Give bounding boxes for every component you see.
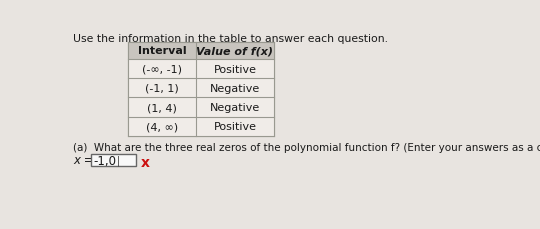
Text: Negative: Negative bbox=[210, 83, 260, 93]
Text: Positive: Positive bbox=[213, 64, 256, 74]
Text: Value of f(x): Value of f(x) bbox=[197, 46, 273, 56]
Bar bbox=[128, 43, 274, 60]
Bar bbox=[128, 60, 274, 79]
Text: Negative: Negative bbox=[210, 103, 260, 113]
Text: Positive: Positive bbox=[213, 122, 256, 132]
Text: x: x bbox=[140, 155, 150, 169]
Text: Use the information in the table to answer each question.: Use the information in the table to answ… bbox=[73, 34, 388, 44]
Bar bbox=[128, 98, 274, 117]
Text: Interval: Interval bbox=[138, 46, 186, 56]
Text: (-∞, -1): (-∞, -1) bbox=[142, 64, 182, 74]
Text: (a)  What are the three real zeros of the polynomial function f? (Enter your ans: (a) What are the three real zeros of the… bbox=[73, 142, 540, 153]
Bar bbox=[128, 79, 274, 98]
Text: (4, ∞): (4, ∞) bbox=[146, 122, 178, 132]
Bar bbox=[128, 117, 274, 136]
Text: (1, 4): (1, 4) bbox=[147, 103, 177, 113]
FancyBboxPatch shape bbox=[91, 155, 136, 166]
Bar bbox=[128, 43, 274, 136]
Text: x =: x = bbox=[73, 154, 93, 166]
Text: (-1, 1): (-1, 1) bbox=[145, 83, 179, 93]
Text: |: | bbox=[117, 155, 120, 166]
Text: -1,0: -1,0 bbox=[94, 154, 117, 167]
